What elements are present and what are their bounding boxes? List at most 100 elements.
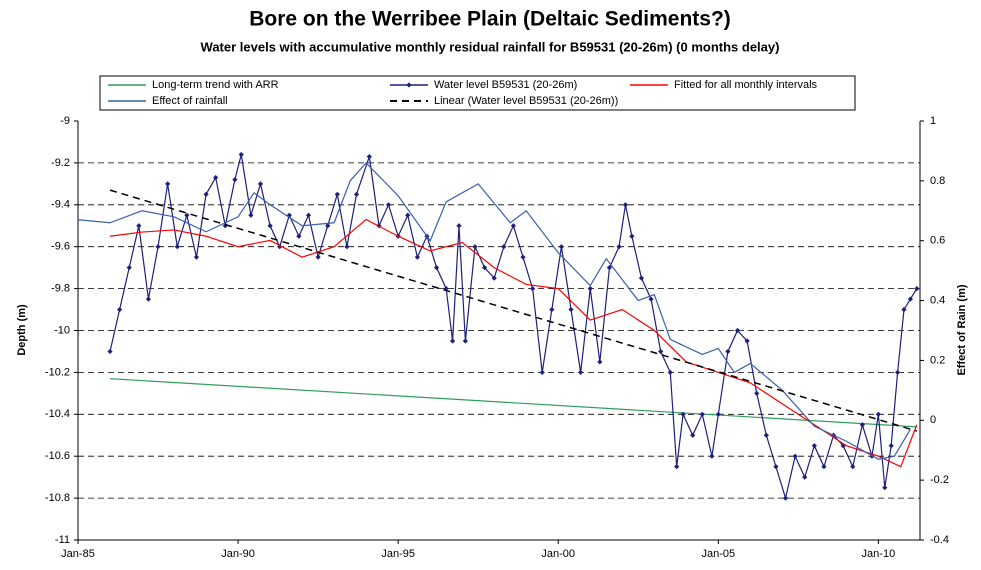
data-point [914,286,920,292]
data-point [754,390,760,396]
data-point [840,443,846,449]
data-point [325,223,331,229]
data-point [690,432,696,438]
legend-marker [406,82,412,88]
data-point [558,244,565,250]
legend-label: Fitted for all monthly intervals [674,79,818,91]
data-point [385,202,392,208]
data-point [315,254,321,260]
y2-tick-label: 0.4 [930,294,945,306]
data-point [414,254,420,260]
data-point [107,348,113,355]
legend-label: Water level B59531 (20-26m) [434,79,577,91]
legend-label: Effect of rainfall [152,95,228,107]
legend-box [99,75,856,111]
data-point [344,244,350,250]
x-tick-label: Jan-90 [221,548,255,560]
data-point [472,244,478,250]
data-point [462,338,468,344]
data-point [587,286,593,292]
data-point [539,369,545,375]
data-point [481,265,488,271]
y2-tick-label: 0 [930,414,936,426]
data-point [366,154,372,160]
x-tick-label: Jan-10 [862,548,896,560]
data-point [568,306,574,313]
data-point [894,369,901,375]
data-point [622,202,629,208]
data-point [773,464,779,470]
data-point [782,495,789,501]
legend-label: Linear (Water level B59531 (20-26m)) [434,95,618,107]
data-point [901,306,907,313]
data-point [126,265,132,271]
data-point [257,181,264,187]
data-point [616,244,622,250]
data-point [203,191,209,197]
y2-tick-label: 0.8 [930,175,945,187]
data-point [811,443,817,449]
y-tick-label: -9.6 [51,241,70,253]
data-point [184,212,190,218]
series-line [109,189,918,432]
y-tick-label: -10.4 [45,408,70,420]
data-point [232,177,238,183]
data-point [648,296,654,302]
series-line [109,154,918,501]
y2-tick-label: -0.4 [930,534,949,546]
y-tick-label: -10.2 [45,366,70,378]
data-point [296,233,302,239]
data-point [193,254,200,260]
y-tick-label: -9.4 [51,199,70,211]
y2-tick-label: 1 [930,115,936,127]
data-point [305,212,312,218]
data-point [888,443,894,449]
data-point [449,338,456,344]
data-point [213,174,219,181]
data-point [667,369,673,375]
chart-title: Bore on the Werribee Plain (Deltaic Sedi… [249,8,731,31]
data-point [606,265,613,271]
y-tick-label: -9.2 [51,157,70,169]
y2-tick-label: 0.2 [930,354,945,366]
x-tick-label: Jan-85 [61,548,95,560]
y-tick-label: -10.6 [45,450,70,462]
data-point [286,212,292,218]
data-point [859,422,865,428]
data-point [882,485,888,491]
data-point [238,151,244,158]
data-point [174,244,180,250]
data-point [136,223,142,229]
chart-subtitle: Water levels with accumulative monthly r… [201,39,780,54]
data-point [267,223,273,229]
data-point [277,244,283,250]
y2-tick-label: 0.6 [930,235,945,247]
data-point [510,223,517,229]
data-point [709,453,715,459]
data-point [734,327,741,334]
data-point [850,464,856,470]
y-axis-label: Depth (m) [16,304,28,356]
x-tick-label: Jan-05 [701,548,735,560]
data-point [117,306,123,313]
data-point [715,411,721,417]
y-tick-label: -9 [60,115,70,127]
data-point [821,464,827,470]
series-line [109,218,918,468]
data-point [597,359,603,365]
data-point [699,411,705,417]
y-tick-label: -9.8 [51,283,70,295]
data-point [443,286,449,292]
y2-axis-label: Effect of Rain (m) [956,284,968,375]
data-point [248,212,254,218]
data-point [520,254,526,260]
x-tick-label: Jan-00 [541,548,575,560]
data-point [334,191,340,197]
data-point [145,296,152,302]
data-point [433,265,440,271]
data-point [165,181,171,187]
data-point [680,411,686,417]
data-point [491,275,497,281]
data-point [549,306,555,313]
